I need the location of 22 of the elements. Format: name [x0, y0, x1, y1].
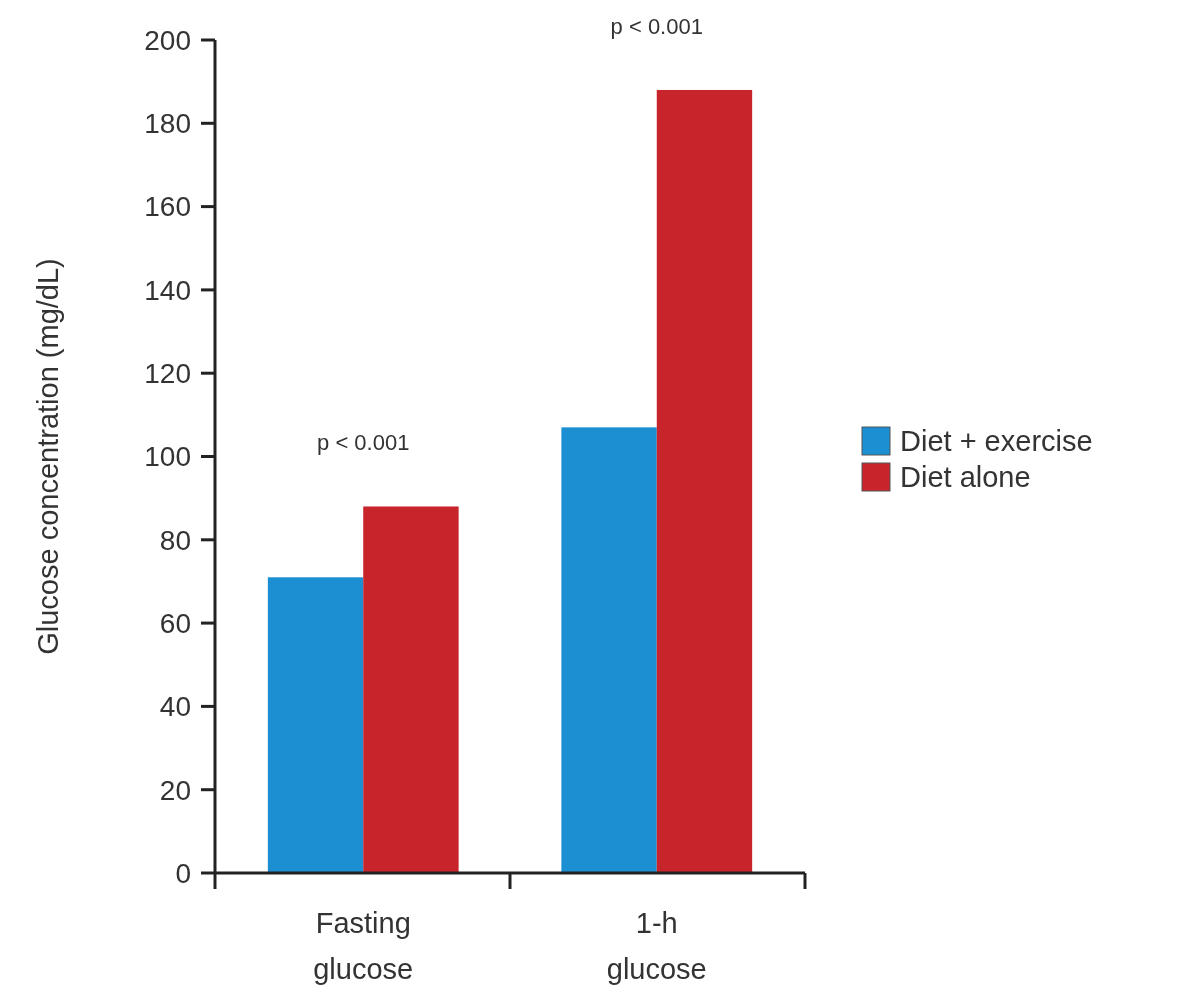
legend-label: Diet alone	[900, 461, 1031, 494]
y-tick-label: 20	[159, 774, 191, 806]
bar	[363, 506, 459, 873]
legend-label: Diet + exercise	[900, 425, 1093, 458]
bar	[267, 577, 364, 873]
y-tick-label: 160	[144, 191, 191, 223]
y-tick-label: 140	[144, 274, 191, 306]
y-tick-label: 80	[159, 524, 191, 556]
y-tick-label: 100	[144, 441, 191, 473]
text: p < 0.001	[610, 13, 703, 39]
bar	[656, 89, 753, 873]
y-axis-title: Glucose concentration (mg/dL)	[32, 258, 64, 655]
y-tick-label: 180	[144, 108, 191, 140]
annotation: p < 0.001	[317, 430, 410, 456]
y-tick-label: 40	[159, 691, 191, 723]
y-tick-label: 0	[175, 857, 191, 889]
y-tick-label: 200	[144, 24, 191, 56]
x-tick-label: Fasting glucose	[313, 907, 414, 985]
y-tick-label: 60	[159, 607, 191, 639]
x-tick-label: 1-h glucose	[606, 907, 707, 985]
y-tick-label: 120	[144, 358, 191, 389]
bar	[561, 427, 657, 873]
